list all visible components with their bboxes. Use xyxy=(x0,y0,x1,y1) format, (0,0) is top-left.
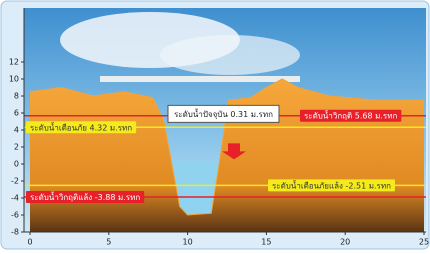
y-tick-label: 10 xyxy=(9,75,19,84)
y-tick-label: -6 xyxy=(11,211,19,220)
y-tick-label: -4 xyxy=(11,194,19,203)
y-tick-label: -2 xyxy=(11,177,19,186)
y-tick-label: 12 xyxy=(9,58,19,67)
x-tick-label: 20 xyxy=(340,238,350,247)
y-tick-label: 8 xyxy=(14,92,19,101)
cloud xyxy=(160,35,300,75)
chart: ระดับน้ำวิกฤติ 5.68 ม.รทกระดับน้ำเตือนภั… xyxy=(0,0,430,250)
level-label: ระดับน้ำเตือนภัยแล้ง -2.51 ม.รทก xyxy=(272,179,391,190)
y-tick-label: 6 xyxy=(14,109,19,118)
water-label: ระดับน้ำปัจจุบัน 0.31 ม.รทก xyxy=(174,108,273,119)
x-tick-label: 5 xyxy=(106,238,111,247)
y-tick-label: 0 xyxy=(14,160,19,169)
level-label: ระดับน้ำวิกฤติแล้ง -3.88 ม.รทก xyxy=(30,191,140,202)
y-tick-label: 2 xyxy=(14,143,19,152)
bridge xyxy=(100,76,300,82)
x-tick-label: 10 xyxy=(183,238,193,247)
y-tick-label: -8 xyxy=(11,228,19,237)
level-label: ระดับน้ำเตือนภัย 4.32 ม.รทก xyxy=(30,121,132,132)
level-label: ระดับน้ำวิกฤติ 5.68 ม.รทก xyxy=(304,110,397,121)
x-tick-label: 25 xyxy=(419,238,429,247)
x-tick-label: 15 xyxy=(261,238,271,247)
x-tick-label: 0 xyxy=(27,238,32,247)
y-tick-label: 4 xyxy=(14,126,19,135)
